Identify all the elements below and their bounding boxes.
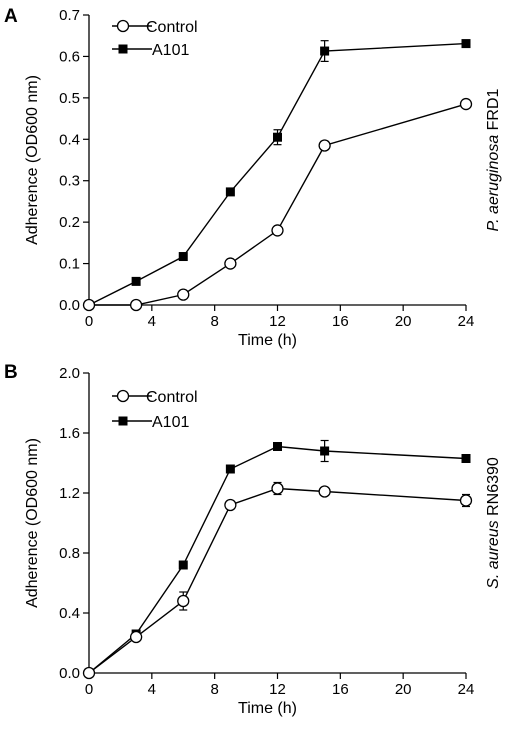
data-point-square — [320, 446, 330, 456]
series-line — [88, 445, 467, 674]
y-tick-label: 0.4 — [59, 131, 80, 148]
y-tick-label: 0.7 — [59, 7, 80, 24]
data-point-circle — [459, 97, 473, 111]
data-point-circle — [82, 666, 96, 680]
chart-panel-a: A 0 4 8 12 16 20 24 0.0 0.1 0.2 0.3 0.4 0.5 0.6 0.7 Time… — [4, 6, 502, 349]
legend-label: Control — [146, 389, 198, 406]
x-tick-label: 12 — [269, 681, 286, 698]
data-point-square — [225, 187, 235, 197]
legend-label: A101 — [152, 414, 189, 431]
data-point-circle — [129, 298, 143, 312]
y-tick-label: 2.0 — [59, 365, 80, 382]
organism-strain: FRD1 — [485, 88, 502, 134]
data-point-circle — [177, 594, 190, 608]
organism-label: S. aureus RN6390 — [485, 457, 502, 589]
legend-label: Control — [146, 19, 198, 36]
x-tick-label: 8 — [210, 313, 218, 330]
x-tick-label: 24 — [458, 681, 475, 698]
data-point-square — [178, 252, 188, 262]
series-control — [82, 97, 473, 312]
data-point-circle — [318, 139, 331, 152]
x-tick-label: 24 — [458, 313, 475, 330]
data-point-circle — [459, 494, 473, 507]
organism-label: P. aeruginosa FRD1 — [485, 88, 502, 231]
x-tick-label: 0 — [85, 313, 93, 330]
y-tick-label: 0.8 — [59, 545, 80, 562]
x-tick-label: 12 — [269, 313, 286, 330]
y-tick-label: 0.4 — [59, 605, 80, 622]
y-axis-title: Adherence (OD600 nm) — [24, 75, 41, 245]
y-tick-label: 1.6 — [59, 425, 80, 442]
data-point-circle — [129, 630, 143, 644]
legend-label: A101 — [152, 42, 189, 59]
legend-marker-square — [118, 44, 128, 54]
x-tick-label: 4 — [148, 313, 156, 330]
data-point-circle — [271, 224, 284, 237]
legend-marker-circle — [116, 19, 130, 33]
y-tick-label: 0.5 — [59, 90, 80, 107]
x-tick-label: 20 — [395, 681, 412, 698]
legend: Control A101 — [112, 19, 198, 59]
x-axis-title: Time (h) — [238, 700, 297, 717]
x-tick-label: 16 — [332, 313, 349, 330]
series-line — [88, 487, 467, 674]
data-point-circle — [271, 482, 284, 495]
series-control — [82, 481, 473, 680]
legend-marker-square — [118, 416, 128, 426]
data-point-square — [320, 46, 330, 56]
series-a101 — [84, 39, 471, 310]
data-point-square — [461, 454, 471, 463]
organism-species: S. aureus — [485, 520, 502, 588]
organism-strain: RN6390 — [485, 457, 502, 520]
data-point-circle — [224, 257, 237, 270]
data-point-circle — [224, 498, 237, 512]
x-tick-label: 0 — [85, 681, 93, 698]
panel-letter: B — [4, 362, 18, 383]
x-axis-title: Time (h) — [238, 332, 297, 349]
y-tick-label: 1.2 — [59, 485, 80, 502]
chart-panel-b: B 0 4 8 12 16 20 24 0.0 0.4 0.8 1.2 1.6 2.0 Time (h) Ad… — [4, 362, 502, 717]
data-point-square — [273, 132, 282, 142]
data-point-circle — [82, 298, 96, 312]
legend-marker-circle — [116, 389, 130, 403]
y-tick-label: 0.1 — [59, 256, 80, 273]
data-point-square — [131, 276, 141, 286]
data-point-square — [225, 464, 235, 474]
y-tick-label: 0.2 — [59, 214, 80, 231]
legend: Control A101 — [112, 389, 198, 431]
y-tick-label: 0.6 — [59, 48, 80, 65]
organism-species: P. aeruginosa — [485, 135, 502, 232]
y-tick-label: 0.3 — [59, 173, 80, 190]
panel-letter: A — [4, 6, 18, 27]
y-axis-title: Adherence (OD600 nm) — [24, 438, 41, 608]
data-point-square — [178, 560, 188, 570]
series-line — [88, 42, 467, 306]
x-tick-label: 8 — [210, 681, 218, 698]
y-tick-label: 0.0 — [59, 665, 80, 682]
x-tick-label: 16 — [332, 681, 349, 698]
data-point-circle — [318, 485, 331, 498]
x-tick-label: 4 — [148, 681, 156, 698]
data-point-square — [273, 442, 282, 451]
series-a101 — [84, 439, 471, 678]
data-point-square — [461, 39, 471, 49]
x-tick-label: 20 — [395, 313, 412, 330]
y-tick-label: 0.0 — [59, 297, 80, 314]
data-point-circle — [177, 288, 190, 301]
